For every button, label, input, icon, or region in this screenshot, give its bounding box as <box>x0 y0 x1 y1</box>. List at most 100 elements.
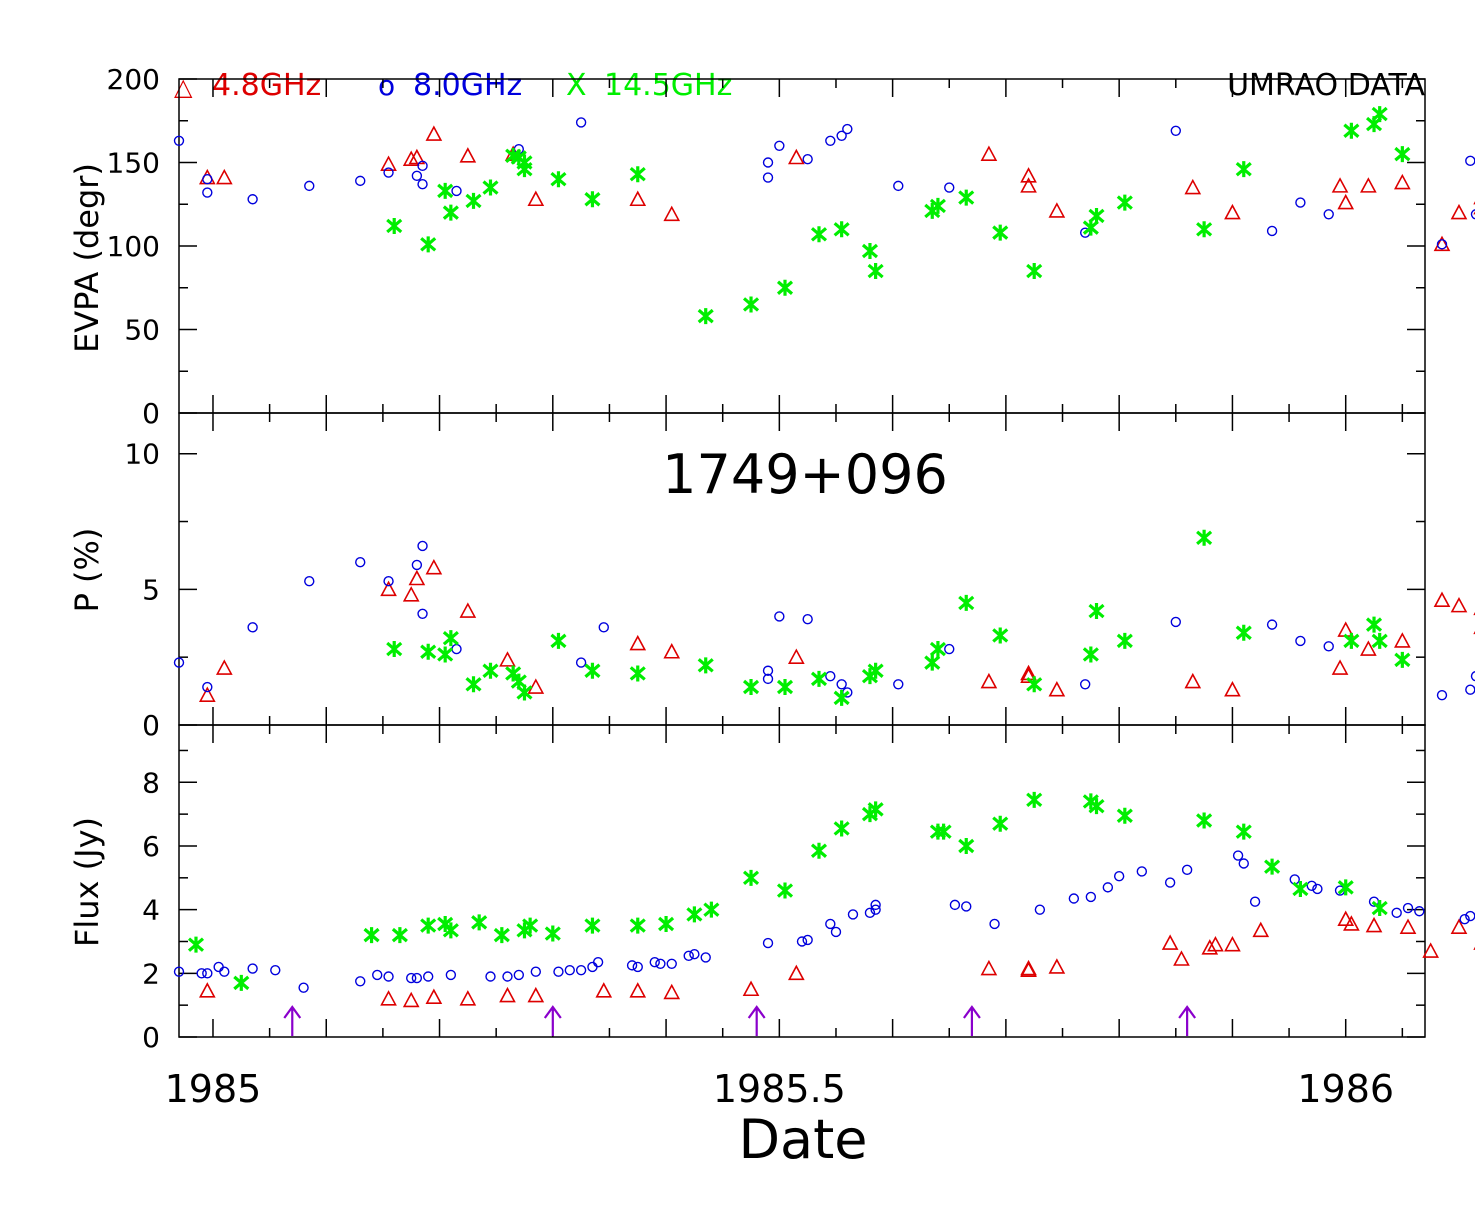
point-8-0ghz <box>417 160 428 172</box>
point-8-0ghz <box>825 670 836 682</box>
point-14-5ghz <box>1196 812 1213 829</box>
point-4-8ghz <box>425 558 443 575</box>
point-14-5ghz <box>442 204 459 221</box>
y-tick-label: 150 <box>107 147 160 180</box>
point-14-5ghz <box>1343 632 1360 649</box>
point-8-0ghz <box>411 170 423 182</box>
point-4-8ghz <box>215 168 233 185</box>
point-8-0ghz <box>626 960 638 971</box>
y-tick-label: 6 <box>142 830 160 863</box>
point-4-8ghz <box>1360 177 1377 193</box>
point-4-8ghz <box>425 988 443 1005</box>
point-4-8ghz <box>1184 672 1202 689</box>
point-14-5ghz <box>776 279 794 296</box>
point-8-0ghz <box>1470 671 1475 682</box>
point-8-0ghz <box>989 918 1000 930</box>
point-14-5ghz <box>1235 624 1252 641</box>
y-axis-title-evpa: EVPA (degr) <box>68 163 106 353</box>
point-14-5ghz <box>629 166 646 183</box>
series-flux-s145 <box>187 791 1388 991</box>
point-8-0ghz <box>372 969 383 981</box>
event-arrow <box>283 1005 302 1036</box>
point-8-0ghz <box>836 679 847 690</box>
point-4-8ghz <box>459 147 477 163</box>
point-4-8ghz <box>787 964 805 981</box>
point-8-0ghz <box>1238 858 1249 869</box>
legend-item-8-0ghz: o 8.0GHz <box>378 68 522 103</box>
point-4-8ghz <box>1161 934 1179 950</box>
point-4-8ghz <box>1048 681 1066 697</box>
point-14-5ghz <box>810 226 828 243</box>
point-8-0ghz <box>1136 866 1148 877</box>
point-8-0ghz <box>1470 209 1475 220</box>
point-4-8ghz <box>980 672 998 689</box>
point-14-5ghz <box>442 630 459 647</box>
legend-label-8-0ghz: 8.0GHz <box>413 68 522 103</box>
point-8-0ghz <box>1266 619 1278 630</box>
legend-item-4-8ghz: △ 4.8GHz <box>174 68 321 103</box>
point-4-8ghz <box>425 125 443 141</box>
point-8-0ghz <box>417 179 428 190</box>
point-4-8ghz <box>408 569 426 586</box>
point-8-0ghz <box>1391 907 1402 919</box>
point-14-5ghz <box>929 197 946 214</box>
point-14-5ghz <box>686 906 703 923</box>
point-14-5ghz <box>742 679 760 696</box>
point-8-0ghz <box>575 117 587 128</box>
point-4-8ghz <box>1343 915 1360 931</box>
point-8-0ghz <box>825 135 836 146</box>
point-8-0ghz <box>530 966 542 977</box>
point-14-5ghz <box>391 927 408 944</box>
point-14-5ghz <box>833 689 850 706</box>
point-8-0ghz <box>689 949 700 960</box>
point-14-5ghz <box>386 217 403 234</box>
point-8-0ghz <box>406 972 417 984</box>
point-14-5ghz <box>703 901 720 918</box>
point-14-5ghz <box>544 925 561 942</box>
x-axis-title: Date <box>738 1108 867 1171</box>
point-14-5ghz <box>437 646 454 663</box>
point-4-8ghz <box>1337 910 1355 927</box>
panel-frame-evpa <box>178 78 1426 414</box>
point-14-5ghz <box>386 641 403 658</box>
point-14-5ghz <box>867 662 884 679</box>
point-4-8ghz <box>1201 939 1219 955</box>
point-14-5ghz <box>992 627 1009 644</box>
point-8-0ghz <box>202 173 213 185</box>
point-14-5ghz <box>516 161 533 178</box>
point-8-0ghz <box>202 681 213 693</box>
point-8-0ghz <box>304 180 315 192</box>
legend-item-14-5ghz: X 14.5GHz <box>566 68 732 103</box>
point-8-0ghz <box>893 180 904 192</box>
point-8-0ghz <box>961 901 972 912</box>
point-4-8ghz <box>663 643 681 659</box>
series-pol-s145 <box>386 529 1411 706</box>
point-14-5ghz <box>992 224 1009 241</box>
point-4-8ghz <box>408 148 426 165</box>
point-8-0ghz <box>1170 125 1182 136</box>
point-14-5ghz <box>1235 823 1252 840</box>
point-4-8ghz <box>742 980 760 997</box>
point-8-0ghz <box>700 952 711 963</box>
x-tick-label: 1986 <box>1297 1067 1394 1111</box>
point-4-8ghz <box>1020 959 1037 976</box>
point-14-5ghz <box>482 179 499 196</box>
point-14-5ghz <box>1196 529 1213 546</box>
point-4-8ghz <box>402 586 420 602</box>
point-8-0ghz <box>173 966 185 977</box>
point-14-5ghz <box>1088 603 1105 620</box>
point-14-5ghz <box>1026 263 1043 280</box>
series-evpa-s80 <box>173 117 1475 250</box>
point-14-5ghz <box>442 922 459 939</box>
point-14-5ghz <box>584 662 601 679</box>
point-8-0ghz <box>1034 904 1046 915</box>
point-4-8ghz <box>1020 167 1037 183</box>
point-4-8ghz <box>663 983 681 1000</box>
point-4-8ghz <box>1365 916 1383 933</box>
point-14-5ghz <box>187 936 205 953</box>
y-tick-label: 100 <box>107 230 160 263</box>
point-8-0ghz <box>774 611 785 622</box>
point-4-8ghz <box>787 148 805 165</box>
point-8-0ghz <box>383 576 394 587</box>
